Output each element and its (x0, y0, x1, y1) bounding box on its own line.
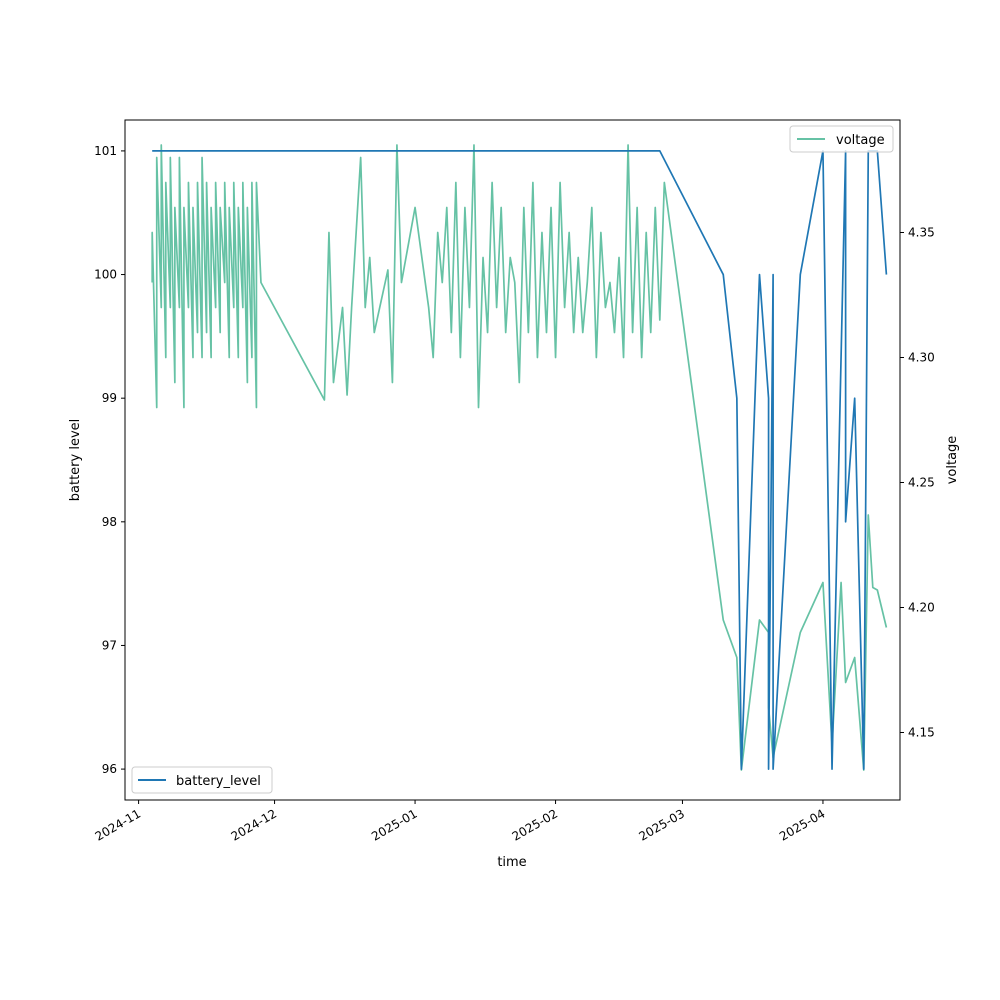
right-y-axis-label: voltage (945, 436, 960, 485)
right-y-tick-label: 4.30 (908, 351, 935, 365)
legend-battery-level: battery_level (131, 766, 273, 794)
left-y-tick-label: 100 (94, 268, 117, 282)
right-y-tick-label: 4.20 (908, 601, 935, 615)
x-axis-label: time (497, 855, 526, 870)
left-y-tick-label: 98 (102, 515, 117, 529)
legend-box (131, 766, 273, 794)
legend-box (789, 125, 894, 153)
right-y-tick-label: 4.25 (908, 476, 935, 490)
left-y-axis: 96 97 98 99 100 101 (94, 144, 125, 776)
legend-voltage: voltage (789, 125, 894, 153)
series-line-battery-level (152, 150, 888, 770)
series-line-voltage (151, 144, 888, 771)
left-y-tick-label: 97 (102, 638, 117, 652)
left-y-tick-label: 96 (102, 762, 117, 776)
left-y-tick-label: 101 (94, 144, 117, 158)
left-y-tick-label: 99 (102, 391, 117, 405)
right-y-tick-label: 4.35 (908, 226, 935, 240)
series-layer (151, 144, 888, 771)
left-y-axis-label: battery level (68, 419, 83, 502)
legend-label-voltage: voltage (836, 133, 885, 148)
plot-frame (124, 119, 901, 801)
right-y-axis: 4.15 4.20 4.25 4.30 4.35 (900, 226, 935, 740)
right-y-tick-label: 4.15 (908, 726, 935, 740)
legend-label-battery-level: battery_level (176, 774, 261, 789)
